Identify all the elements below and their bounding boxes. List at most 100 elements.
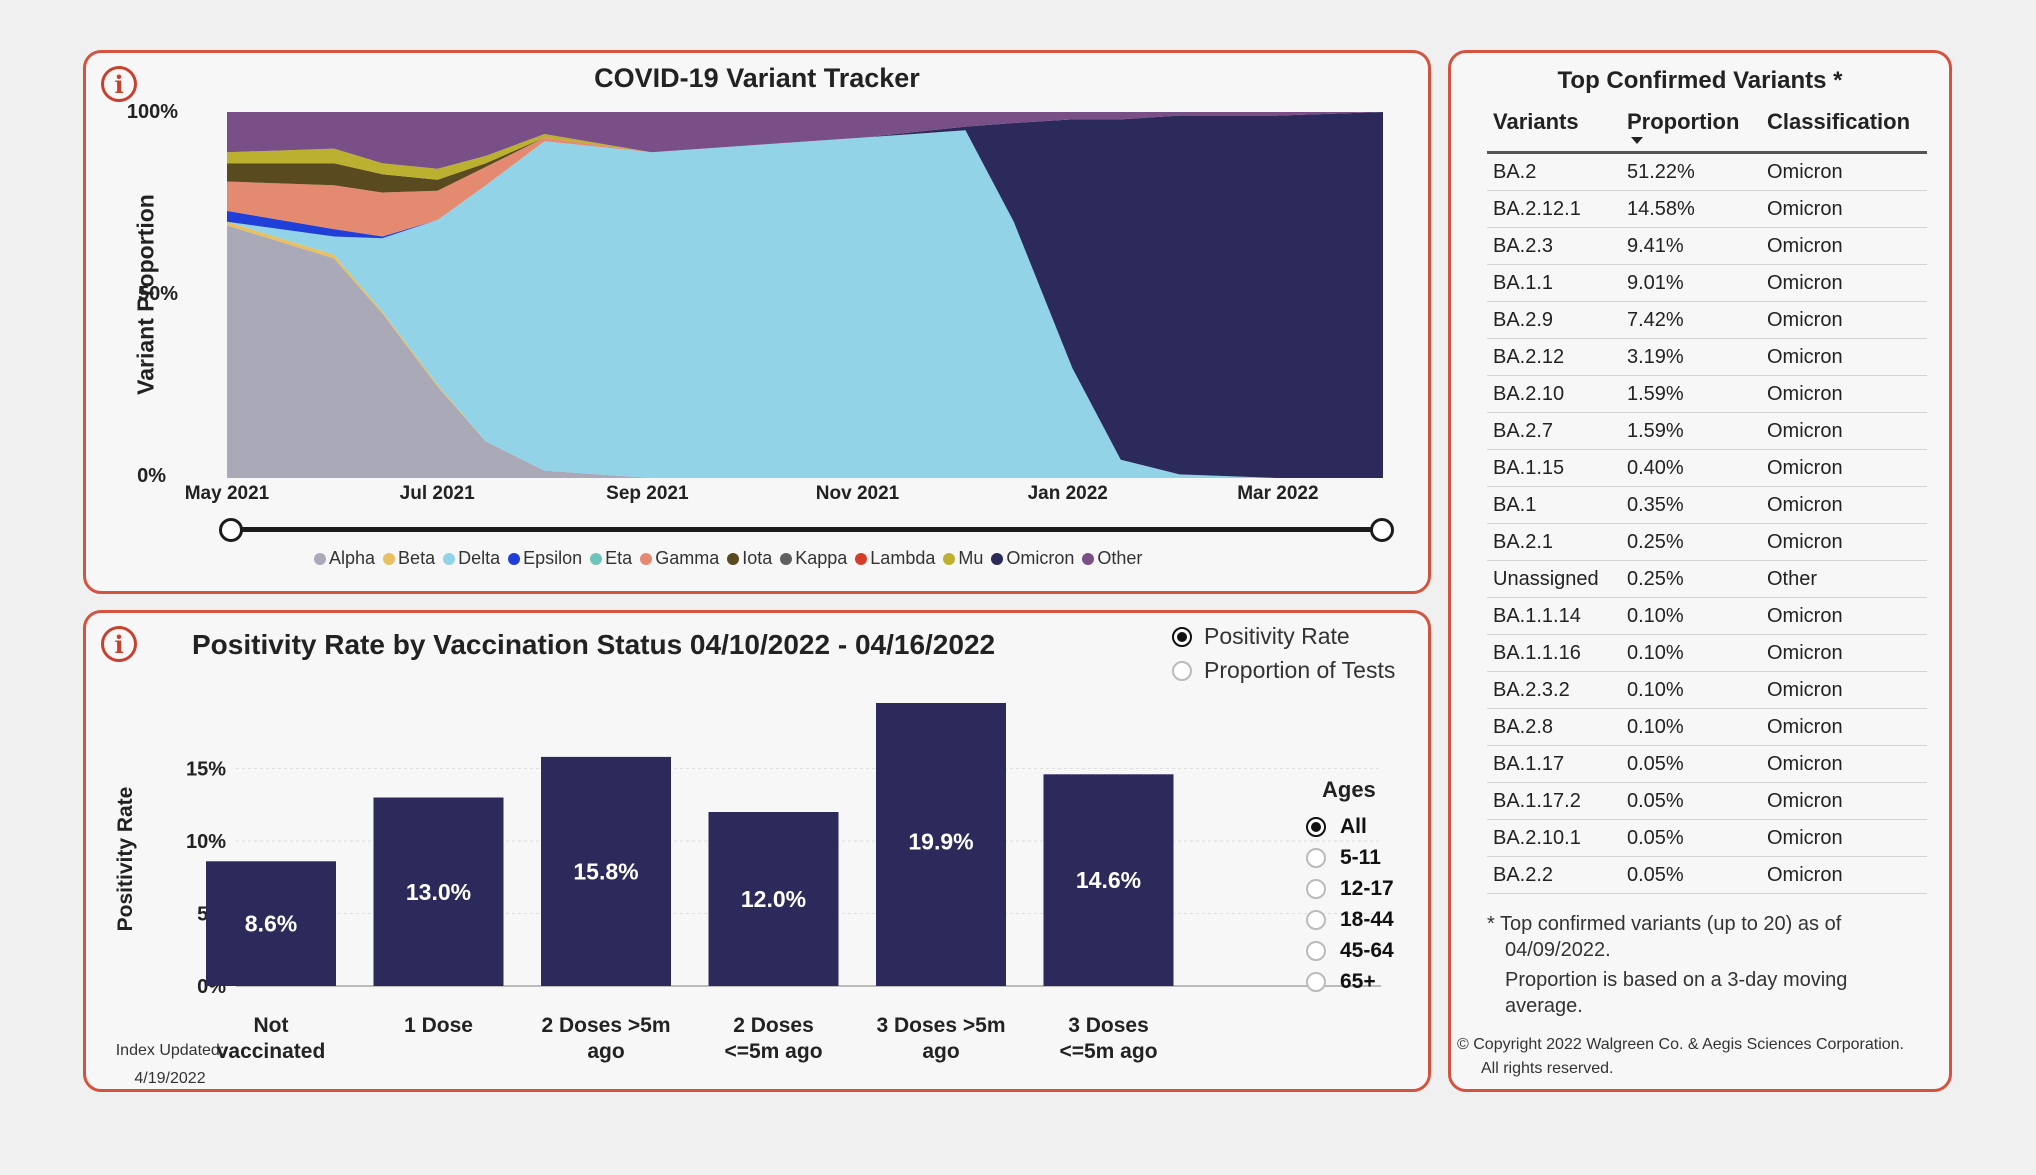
category-line: Not — [253, 1014, 289, 1037]
variant-name-cell: Unassigned — [1493, 568, 1599, 590]
proportion-cell: 7.42% — [1627, 309, 1684, 331]
age-option-12-17[interactable]: 12-17 — [1306, 877, 1394, 901]
classification-cell: Omicron — [1767, 679, 1843, 701]
area-series-mu — [227, 130, 1383, 478]
legend-label: Eta — [605, 548, 633, 568]
variant-name-cell: BA.1.1.14 — [1493, 605, 1581, 627]
legend-item-kappa[interactable]: Kappa — [780, 548, 847, 569]
proportion-cell: 0.10% — [1627, 716, 1684, 738]
variant-name-cell: BA.1.1.16 — [1493, 642, 1581, 664]
age-option-65plus[interactable]: 65+ — [1306, 970, 1376, 994]
proportion-cell: 14.58% — [1627, 198, 1695, 220]
table-row: BA.2.10.1 0.05% Omicron — [1487, 820, 1927, 857]
legend-item-lambda[interactable]: Lambda — [855, 548, 935, 569]
legend-item-alpha[interactable]: Alpha — [314, 548, 375, 569]
legend-item-iota[interactable]: Iota — [727, 548, 772, 569]
category-line: 3 Doses >5m — [876, 1014, 1006, 1037]
proportion-cell: 0.40% — [1627, 457, 1684, 479]
y-tick-label: 0% — [137, 465, 166, 487]
bar[interactable] — [876, 703, 1006, 986]
variant-name-cell: BA.2.2 — [1493, 864, 1554, 886]
age-option-label: 18-44 — [1340, 908, 1394, 931]
y-tick-label: 50% — [137, 283, 178, 305]
classification-cell: Omicron — [1767, 827, 1843, 849]
variant-name-cell: BA.1 — [1493, 494, 1537, 516]
variant-area-chart — [227, 112, 1383, 478]
table-row: BA.2.2 0.05% Omicron — [1487, 857, 1927, 894]
legend-item-mu[interactable]: Mu — [943, 548, 983, 569]
legend-label: Omicron — [1006, 548, 1075, 568]
legend-swatch — [443, 552, 456, 565]
legend-item-omicron[interactable]: Omicron — [991, 548, 1074, 569]
category-line: vaccinated — [216, 1040, 326, 1063]
bar[interactable] — [708, 812, 839, 986]
table-footnote: * Top confirmed variants (up to 20) as o… — [1487, 911, 1927, 1019]
category-line: <=5m ago — [1059, 1040, 1158, 1063]
date-range-slider-track[interactable] — [230, 527, 1382, 532]
metric-option-proportion-of-tests[interactable]: Proportion of Tests — [1172, 657, 1395, 684]
legend-item-beta[interactable]: Beta — [383, 548, 435, 569]
proportion-cell: 9.41% — [1627, 235, 1684, 257]
footnote-line: average. — [1505, 995, 1583, 1017]
age-option-all[interactable]: All — [1306, 815, 1367, 839]
legend-swatch — [590, 552, 603, 565]
info-icon[interactable]: i — [101, 626, 137, 662]
x-category-label: 1 Dose — [354, 1013, 524, 1039]
legend-item-gamma[interactable]: Gamma — [640, 548, 719, 569]
copyright-notice: © Copyright 2022 Walgreen Co. & Aegis Sc… — [1457, 1033, 1951, 1081]
classification-cell: Other — [1767, 568, 1818, 590]
copyright-line: All rights reserved. — [1481, 1060, 1614, 1077]
metric-option-positivity-rate[interactable]: Positivity Rate — [1172, 623, 1350, 650]
x-category-label: 3 Doses <=5m ago — [1024, 1013, 1194, 1065]
bar[interactable] — [541, 756, 671, 986]
table-row: BA.1.1 9.01% Omicron — [1487, 265, 1927, 302]
date-range-end-handle[interactable] — [1370, 518, 1394, 542]
legend-item-other[interactable]: Other — [1082, 548, 1142, 569]
age-option-label: All — [1340, 815, 1367, 838]
bar[interactable] — [373, 797, 504, 987]
y-tick-label: 100% — [126, 101, 178, 123]
legend-item-epsilon[interactable]: Epsilon — [508, 548, 582, 569]
info-icon[interactable]: i — [101, 66, 137, 102]
column-header-proportion[interactable]: Proportion — [1627, 109, 1740, 134]
table-row: BA.2.8 0.10% Omicron — [1487, 709, 1927, 746]
legend-label: Epsilon — [523, 548, 583, 568]
top-variants-panel: Top Confirmed Variants * Variants Propor… — [1448, 50, 1952, 1092]
legend-swatch — [1082, 552, 1095, 565]
sort-desc-icon — [1631, 137, 1643, 144]
classification-cell: Omicron — [1767, 161, 1843, 183]
classification-cell: Omicron — [1767, 642, 1843, 664]
x-tick-label: Mar 2022 — [1237, 483, 1319, 504]
legend-swatch — [727, 552, 740, 565]
x-category-label: 2 Doses >5m ago — [521, 1013, 691, 1065]
legend-swatch — [991, 552, 1004, 565]
x-tick-label: Jul 2021 — [399, 483, 475, 504]
proportion-cell: 0.05% — [1627, 827, 1684, 849]
legend-swatch — [855, 552, 868, 565]
variant-name-cell: BA.1.17.2 — [1493, 790, 1581, 812]
radio-selected-icon — [1172, 626, 1192, 647]
legend-item-delta[interactable]: Delta — [443, 548, 500, 569]
column-header-classification[interactable]: Classification — [1767, 109, 1911, 134]
legend-item-eta[interactable]: Eta — [590, 548, 632, 569]
classification-cell: Omicron — [1767, 383, 1843, 405]
legend-label: Mu — [958, 548, 984, 568]
bar-data-label: 14.6% — [1076, 867, 1141, 893]
age-option-45-64[interactable]: 45-64 — [1306, 939, 1394, 963]
proportion-cell: 0.05% — [1627, 864, 1684, 886]
bar[interactable] — [206, 861, 336, 986]
bar[interactable] — [1043, 774, 1174, 986]
metric-option-label: Proportion of Tests — [1204, 657, 1396, 683]
proportion-cell: 0.05% — [1627, 753, 1684, 775]
date-range-start-handle[interactable] — [219, 518, 243, 542]
legend-label: Iota — [742, 548, 773, 568]
variant-name-cell: BA.2.3.2 — [1493, 679, 1570, 701]
category-line: 2 Doses — [733, 1014, 814, 1037]
column-header-variants[interactable]: Variants — [1493, 109, 1579, 134]
classification-cell: Omicron — [1767, 864, 1843, 886]
table-row: BA.1.15 0.40% Omicron — [1487, 450, 1927, 487]
age-option-5-11[interactable]: 5-11 — [1306, 846, 1381, 870]
legend-label: Alpha — [329, 548, 376, 568]
table-row: BA.2.3 9.41% Omicron — [1487, 228, 1927, 265]
age-option-18-44[interactable]: 18-44 — [1306, 908, 1394, 932]
